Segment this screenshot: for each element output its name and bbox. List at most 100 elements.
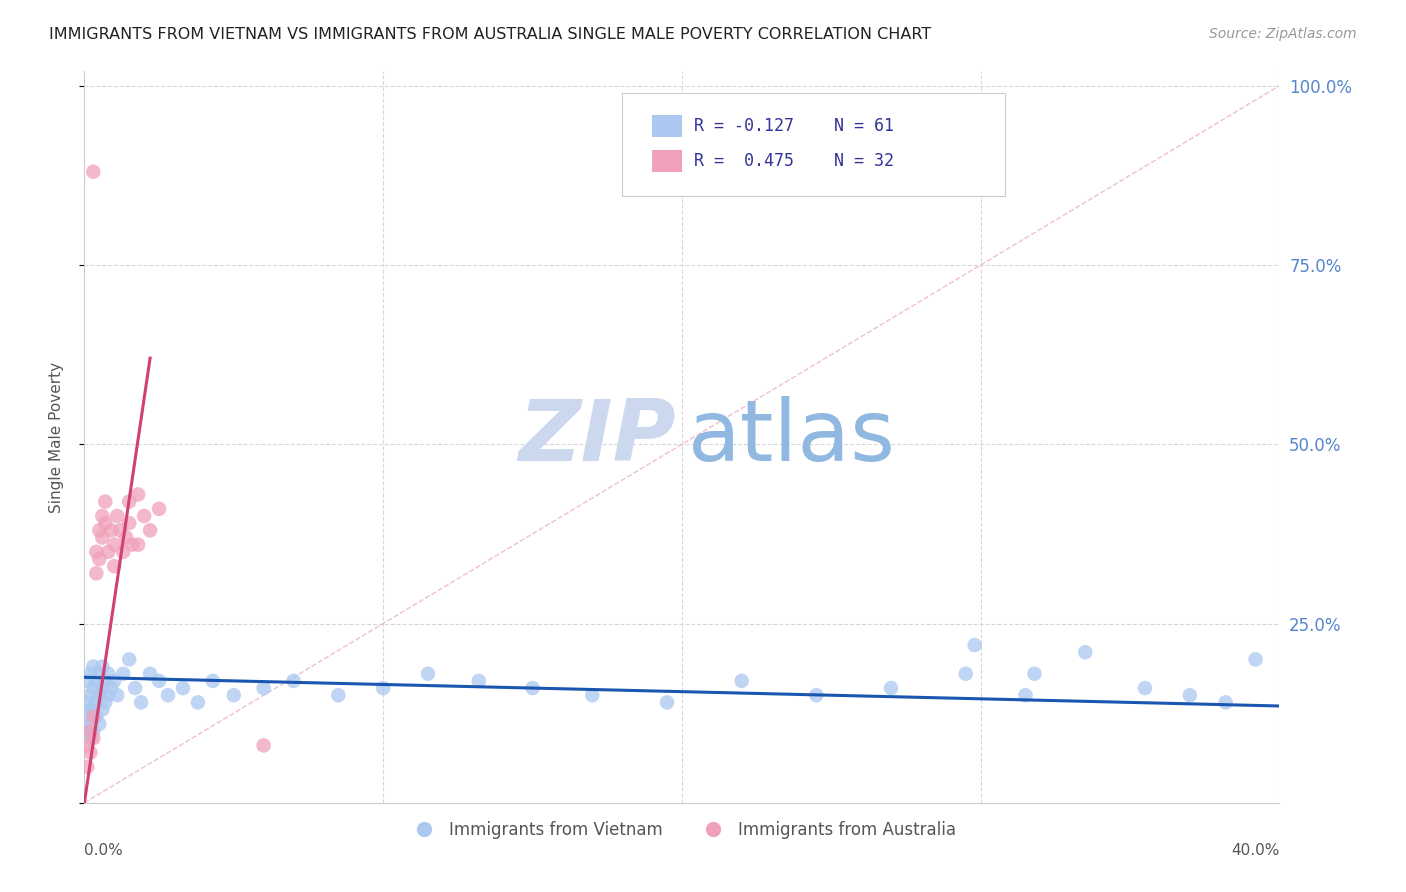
Point [112, 666, 135, 681]
Text: atlas: atlas [688, 395, 896, 479]
Text: R =  0.475    N = 32: R = 0.475 N = 32 [695, 152, 894, 169]
Point [253, 739, 276, 753]
Point [82, 724, 104, 739]
Text: ZIP: ZIP [519, 395, 676, 479]
FancyBboxPatch shape [623, 94, 1005, 195]
Point [201, 673, 224, 688]
Point [82, 681, 104, 695]
Point [91, 702, 114, 716]
Point [89, 688, 111, 702]
Point [522, 681, 544, 695]
Point [79, 666, 101, 681]
Point [139, 524, 162, 538]
Point [103, 538, 125, 552]
Point [172, 681, 194, 695]
Point [79, 746, 101, 760]
Point [115, 531, 138, 545]
Point [103, 559, 125, 574]
Point [731, 673, 754, 688]
Point [655, 695, 678, 709]
Point [222, 688, 245, 702]
Point [132, 508, 156, 523]
Point [955, 666, 977, 681]
Point [82, 710, 104, 724]
Point [79, 702, 101, 716]
Point [89, 524, 111, 538]
Point [94, 516, 117, 530]
Point [100, 524, 122, 538]
FancyBboxPatch shape [652, 150, 682, 171]
Point [91, 531, 114, 545]
Point [112, 545, 135, 559]
Point [76, 760, 98, 774]
Point [127, 538, 149, 552]
Point [79, 731, 101, 746]
Point [127, 487, 149, 501]
Point [76, 695, 98, 709]
Point [129, 695, 152, 709]
Point [110, 524, 132, 538]
Point [253, 681, 276, 695]
Point [97, 666, 120, 681]
Point [97, 545, 120, 559]
Point [100, 681, 122, 695]
Text: Source: ZipAtlas.com: Source: ZipAtlas.com [1209, 27, 1357, 41]
Point [76, 710, 98, 724]
Point [97, 688, 120, 702]
Point [94, 695, 117, 709]
Point [118, 516, 141, 530]
FancyBboxPatch shape [652, 115, 682, 137]
Point [1133, 681, 1156, 695]
Point [76, 724, 98, 739]
Point [963, 638, 986, 652]
Point [121, 538, 143, 552]
Point [82, 731, 104, 746]
Point [1178, 688, 1201, 702]
Point [328, 688, 350, 702]
Point [1215, 695, 1237, 709]
Point [148, 501, 170, 516]
Point [79, 717, 101, 731]
Point [103, 673, 125, 688]
Point [124, 681, 146, 695]
Point [148, 673, 170, 688]
Text: 40.0%: 40.0% [1232, 843, 1279, 858]
Point [94, 673, 117, 688]
Point [1074, 645, 1097, 659]
Point [806, 688, 828, 702]
Y-axis label: Single Male Poverty: Single Male Poverty [49, 361, 63, 513]
Point [82, 702, 104, 716]
Point [1244, 652, 1267, 666]
Point [468, 673, 491, 688]
Point [76, 673, 98, 688]
Point [283, 673, 305, 688]
Point [1014, 688, 1036, 702]
Point [91, 681, 114, 695]
Point [86, 673, 108, 688]
Point [86, 710, 108, 724]
Point [187, 695, 209, 709]
Point [373, 681, 395, 695]
Point [139, 666, 162, 681]
Point [880, 681, 903, 695]
Point [105, 688, 128, 702]
Text: 0.0%: 0.0% [84, 843, 124, 858]
Point [105, 508, 128, 523]
Point [89, 717, 111, 731]
Point [1024, 666, 1046, 681]
Point [79, 724, 101, 739]
Point [94, 494, 117, 508]
Point [91, 508, 114, 523]
Point [581, 688, 603, 702]
Point [89, 552, 111, 566]
Point [82, 165, 104, 179]
Point [89, 666, 111, 681]
Legend: Immigrants from Vietnam, Immigrants from Australia: Immigrants from Vietnam, Immigrants from… [401, 814, 963, 846]
Point [118, 494, 141, 508]
Point [416, 666, 439, 681]
Point [118, 652, 141, 666]
Point [91, 659, 114, 673]
Point [86, 566, 108, 581]
Point [157, 688, 180, 702]
Point [86, 695, 108, 709]
